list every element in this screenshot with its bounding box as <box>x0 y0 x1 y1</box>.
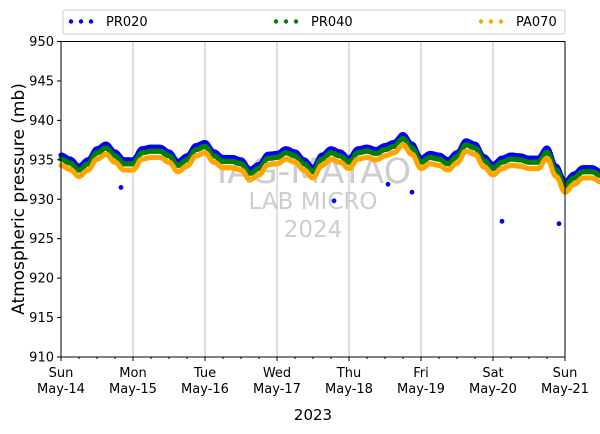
legend-marker-pa070-3 <box>498 19 504 24</box>
legend-label-pa070: PA070 <box>516 15 557 30</box>
y-axis: 910 915 920 925 930 935 940 945 950 <box>29 35 61 366</box>
legend-marker-pa070-1 <box>478 19 484 24</box>
x-tick-label-may-14: May-14 <box>37 382 85 397</box>
legend-label-pr020: PR020 <box>106 15 148 30</box>
point-pr020-outlier <box>118 185 124 190</box>
y-tick-label-930: 930 <box>29 193 54 208</box>
legend: PR020 PR040 PA070 <box>62 9 566 35</box>
watermark-line-2: LAB MICRO <box>249 189 378 215</box>
x-tick-label-may-20: May-20 <box>469 382 517 397</box>
x-tick-label-may-17: May-17 <box>253 382 301 397</box>
point-pr020-outlier <box>409 189 415 195</box>
legend-marker-pr020-1 <box>68 19 74 24</box>
legend-entry-pa070: PA070 <box>478 15 557 30</box>
point-pr020-outlier <box>331 198 337 204</box>
gridlines <box>132 41 494 357</box>
x-tick-day-may-14: Sun <box>49 366 74 381</box>
x-tick-label-may-18: May-18 <box>325 382 373 397</box>
legend-box <box>62 9 566 35</box>
legend-marker-pr040-3 <box>293 19 299 24</box>
y-tick-label-940: 940 <box>29 114 54 129</box>
legend-marker-pa070-2 <box>488 19 494 24</box>
legend-marker-pr020-2 <box>78 19 84 24</box>
legend-marker-pr040-2 <box>283 19 289 24</box>
watermark-line-3: 2024 <box>284 217 343 243</box>
x-tick-day-may-21: Sun <box>553 366 578 381</box>
y-tick-label-945: 945 <box>29 74 54 89</box>
x-tick-label-may-15: May-15 <box>109 382 157 397</box>
x-tick-label-may-21: May-21 <box>541 382 589 397</box>
x-tick-day-may-19: Fri <box>413 366 429 381</box>
x-tick-day-may-16: Tue <box>193 366 216 381</box>
x-tick-day-may-18: Thu <box>336 366 361 381</box>
legend-marker-pr040-1 <box>273 19 279 24</box>
x-tick-day-may-15: Mon <box>119 366 146 381</box>
y-tick-label-950: 950 <box>29 35 54 50</box>
x-tick-day-may-20: Sat <box>482 366 503 381</box>
series-pa070 <box>58 142 600 195</box>
x-axis-label: 2023 <box>294 406 332 424</box>
y-tick-label-915: 915 <box>29 311 54 326</box>
point-pr020-outlier <box>556 221 562 227</box>
y-tick-label-935: 935 <box>29 153 54 168</box>
x-tick-label-may-16: May-16 <box>181 382 229 397</box>
y-tick-label-910: 910 <box>29 351 54 366</box>
x-axis: SunMay-14MonMay-15TueMay-16WedMay-17ThuM… <box>37 357 589 397</box>
point-pr020-outlier <box>499 218 505 224</box>
x-tick-label-may-19: May-19 <box>397 382 445 397</box>
series-pr040 <box>58 135 600 189</box>
y-tick-label-920: 920 <box>29 272 54 287</box>
x-tick-day-may-17: Wed <box>263 366 291 381</box>
y-tick-label-925: 925 <box>29 232 54 247</box>
legend-label-pr040: PR040 <box>311 15 353 30</box>
legend-entry-pr020: PR020 <box>68 15 148 30</box>
point-pr020-outlier <box>385 181 391 187</box>
legend-entry-pr040: PR040 <box>273 15 353 30</box>
legend-marker-pr020-3 <box>88 19 94 24</box>
y-axis-label: Atmospheric pressure (mb) <box>9 83 29 315</box>
